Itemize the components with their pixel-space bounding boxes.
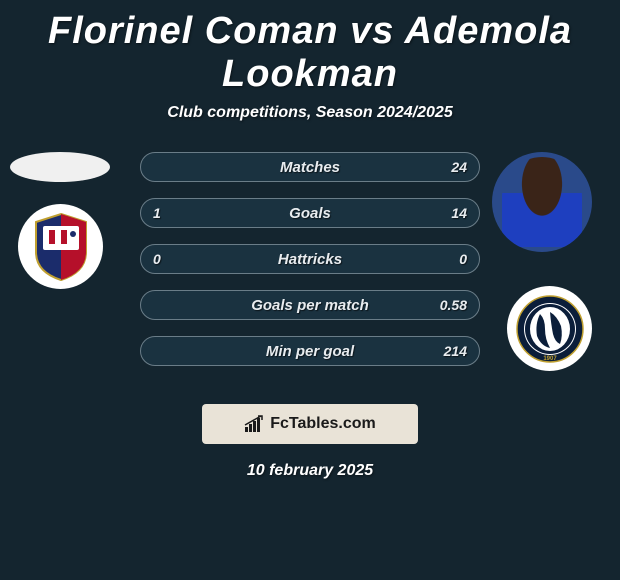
stat-row: Matches 24 bbox=[140, 152, 480, 182]
stat-label: Matches bbox=[141, 159, 479, 176]
stat-row: Goals per match 0.58 bbox=[140, 290, 480, 320]
player-silhouette-icon bbox=[502, 157, 582, 247]
branding-text: FcTables.com bbox=[270, 415, 376, 433]
stat-row: 0 Hattricks 0 bbox=[140, 244, 480, 274]
stat-label: Goals bbox=[141, 205, 479, 222]
branding-badge: FcTables.com bbox=[202, 404, 418, 444]
stat-row: Min per goal 214 bbox=[140, 336, 480, 366]
club-left-crest bbox=[18, 204, 103, 289]
player-right-avatar bbox=[492, 152, 592, 252]
stat-row: 1 Goals 14 bbox=[140, 198, 480, 228]
stat-right-value: 0.58 bbox=[440, 297, 467, 313]
svg-text:1907: 1907 bbox=[543, 356, 557, 362]
stat-right-value: 214 bbox=[444, 343, 467, 359]
stats-table: Matches 24 1 Goals 14 0 Hattricks 0 Goal… bbox=[140, 152, 480, 366]
stat-left-value: 1 bbox=[153, 205, 161, 221]
stat-right-value: 24 bbox=[451, 159, 467, 175]
bars-icon bbox=[244, 415, 266, 433]
stat-left-value: 0 bbox=[153, 251, 161, 267]
stat-label: Hattricks bbox=[141, 251, 479, 268]
cagliari-crest-icon bbox=[31, 212, 91, 282]
subtitle: Club competitions, Season 2024/2025 bbox=[0, 104, 620, 122]
atalanta-crest-icon: 1907 bbox=[515, 294, 585, 364]
stat-label: Min per goal bbox=[141, 343, 479, 360]
stat-right-value: 14 bbox=[451, 205, 467, 221]
stat-right-value: 0 bbox=[459, 251, 467, 267]
date-label: 10 february 2025 bbox=[0, 462, 620, 480]
club-right-crest: 1907 bbox=[507, 286, 592, 371]
stat-label: Goals per match bbox=[141, 297, 479, 314]
content-area: 1907 Matches 24 1 Goals 14 0 Hattricks 0… bbox=[0, 152, 620, 392]
player-left-avatar bbox=[10, 152, 110, 182]
comparison-title: Florinel Coman vs Ademola Lookman bbox=[0, 10, 620, 96]
